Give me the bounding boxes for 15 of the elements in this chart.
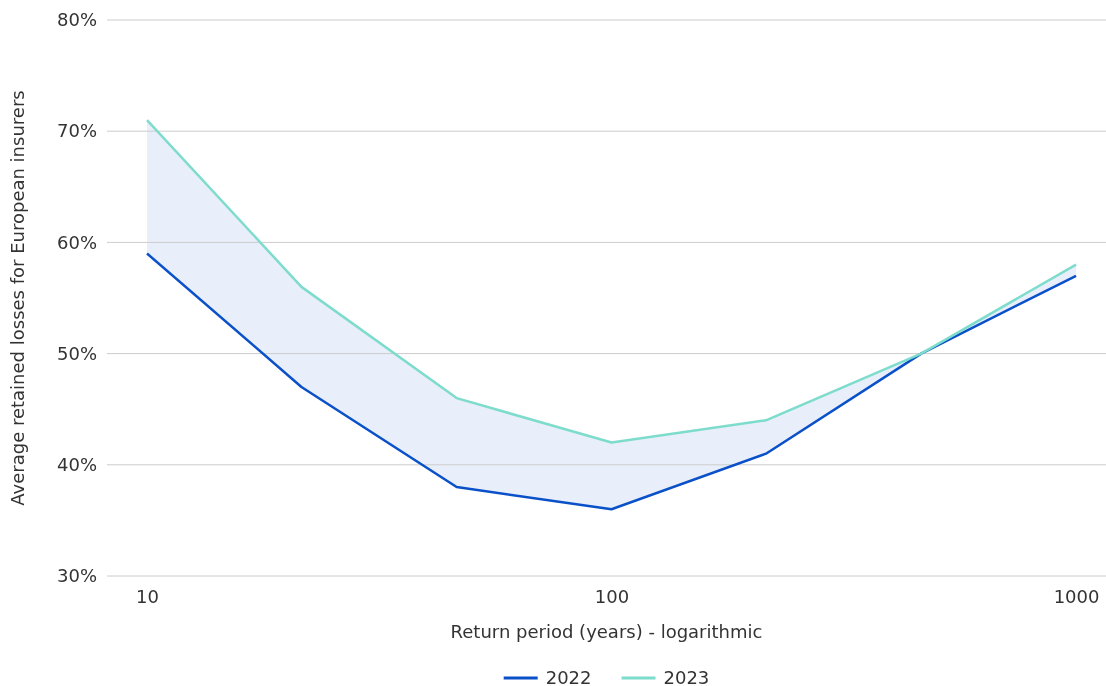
x-tick-label: 10 <box>136 585 159 607</box>
line-series <box>145 252 1078 511</box>
y-tick-label: 50% <box>56 342 97 364</box>
y-tick-label: 80% <box>56 9 97 31</box>
x-tick-label: 100 <box>594 585 630 607</box>
y-axis-title: Average retained losses for European insurers <box>7 90 28 506</box>
y-tick-label: 40% <box>56 454 97 476</box>
line-series <box>145 118 1078 444</box>
legend-label: 2022 <box>545 667 592 686</box>
x-axis-title: Return period (years) - logarithmic <box>450 621 763 642</box>
legend-label: 2023 <box>663 667 710 686</box>
y-tick-label: 30% <box>56 565 97 587</box>
y-tick-label: 70% <box>56 120 97 142</box>
x-tick-label: 1000 <box>1053 585 1100 607</box>
y-tick-label: 60% <box>56 231 97 253</box>
